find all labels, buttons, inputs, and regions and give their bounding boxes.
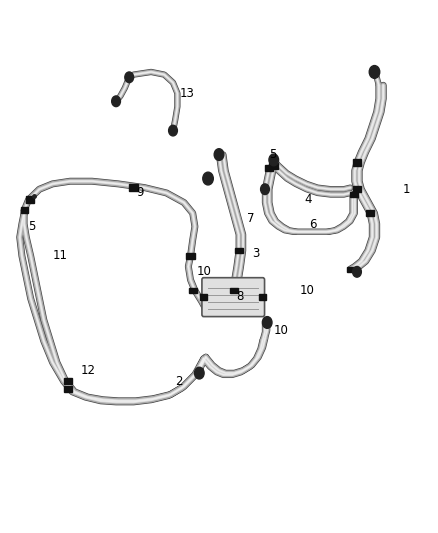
Bar xyxy=(26,196,34,203)
Text: 8: 8 xyxy=(237,290,244,303)
Bar xyxy=(366,210,374,216)
Circle shape xyxy=(125,72,134,83)
Circle shape xyxy=(169,125,177,136)
Bar xyxy=(269,163,278,169)
Text: 4: 4 xyxy=(304,193,312,206)
Bar xyxy=(353,159,361,166)
Bar xyxy=(64,386,72,392)
Bar xyxy=(200,294,207,300)
Bar xyxy=(347,266,354,272)
Circle shape xyxy=(194,367,204,379)
Bar xyxy=(21,207,28,213)
FancyBboxPatch shape xyxy=(202,278,265,317)
Text: 5: 5 xyxy=(28,220,36,233)
Text: 12: 12 xyxy=(81,364,96,377)
Bar xyxy=(230,288,238,293)
Text: 10: 10 xyxy=(300,284,315,297)
Text: 2: 2 xyxy=(175,375,183,387)
Bar xyxy=(235,247,243,253)
Text: 13: 13 xyxy=(180,87,194,100)
Text: 1: 1 xyxy=(403,183,410,196)
Text: 5: 5 xyxy=(269,148,277,161)
Text: 11: 11 xyxy=(53,249,67,262)
Circle shape xyxy=(203,172,213,185)
Text: 10: 10 xyxy=(274,324,289,337)
Bar xyxy=(186,253,195,259)
Text: 9: 9 xyxy=(136,187,143,199)
Circle shape xyxy=(269,154,279,166)
Bar xyxy=(129,184,138,191)
Circle shape xyxy=(112,96,120,107)
Bar xyxy=(353,186,361,192)
Circle shape xyxy=(261,184,269,195)
Bar xyxy=(64,378,72,384)
Text: 3: 3 xyxy=(252,247,259,260)
Text: 10: 10 xyxy=(197,265,212,278)
Circle shape xyxy=(369,66,380,78)
Circle shape xyxy=(353,266,361,277)
Bar xyxy=(259,294,266,300)
Text: 6: 6 xyxy=(309,219,316,231)
Circle shape xyxy=(262,317,272,328)
Bar xyxy=(350,191,358,197)
Text: 7: 7 xyxy=(247,212,255,225)
Circle shape xyxy=(214,149,224,160)
Bar xyxy=(189,288,197,293)
Bar xyxy=(265,165,273,171)
